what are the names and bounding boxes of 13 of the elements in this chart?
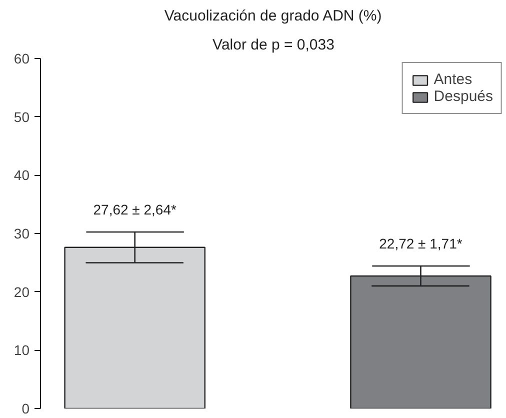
y-tick-label: 10 (14, 342, 30, 358)
data-label: 22,72 ± 1,71* (379, 235, 463, 252)
y-tick-label: 0 (22, 400, 30, 416)
legend-label: Después (434, 88, 493, 105)
data-label: 27,62 ± 2,64* (93, 201, 177, 218)
chart-subtitle: Valor de p = 0,033 (212, 36, 334, 54)
y-tick-label: 60 (14, 50, 30, 66)
legend-label: Antes (434, 71, 472, 88)
y-tick-label: 40 (14, 167, 30, 184)
chart-title: Vacuolización de grado ADN (%) (164, 8, 382, 24)
y-tick-label: 50 (14, 108, 30, 125)
y-tick-label: 20 (14, 284, 30, 300)
y-tick-label: 30 (14, 226, 30, 242)
